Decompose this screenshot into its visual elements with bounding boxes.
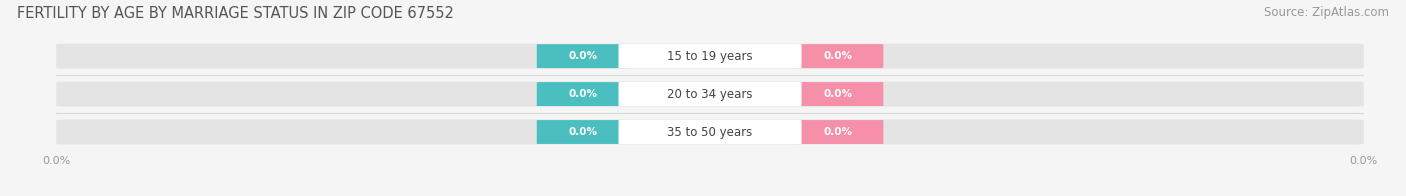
Text: Source: ZipAtlas.com: Source: ZipAtlas.com [1264, 6, 1389, 19]
FancyBboxPatch shape [792, 120, 883, 144]
Text: 0.0%: 0.0% [568, 89, 598, 99]
FancyBboxPatch shape [56, 82, 1364, 107]
Text: 0.0%: 0.0% [823, 127, 852, 137]
FancyBboxPatch shape [619, 120, 801, 144]
Text: 0.0%: 0.0% [568, 51, 598, 61]
FancyBboxPatch shape [56, 120, 1364, 144]
Text: 15 to 19 years: 15 to 19 years [668, 50, 752, 63]
FancyBboxPatch shape [56, 44, 1364, 69]
FancyBboxPatch shape [537, 44, 628, 68]
Text: 35 to 50 years: 35 to 50 years [668, 125, 752, 139]
FancyBboxPatch shape [619, 44, 801, 68]
FancyBboxPatch shape [537, 120, 628, 144]
Text: 0.0%: 0.0% [823, 51, 852, 61]
FancyBboxPatch shape [619, 82, 801, 106]
Text: 20 to 34 years: 20 to 34 years [668, 88, 752, 101]
Text: 0.0%: 0.0% [823, 89, 852, 99]
FancyBboxPatch shape [792, 82, 883, 106]
Text: 0.0%: 0.0% [568, 127, 598, 137]
FancyBboxPatch shape [537, 82, 628, 106]
Text: FERTILITY BY AGE BY MARRIAGE STATUS IN ZIP CODE 67552: FERTILITY BY AGE BY MARRIAGE STATUS IN Z… [17, 6, 454, 21]
FancyBboxPatch shape [792, 44, 883, 68]
